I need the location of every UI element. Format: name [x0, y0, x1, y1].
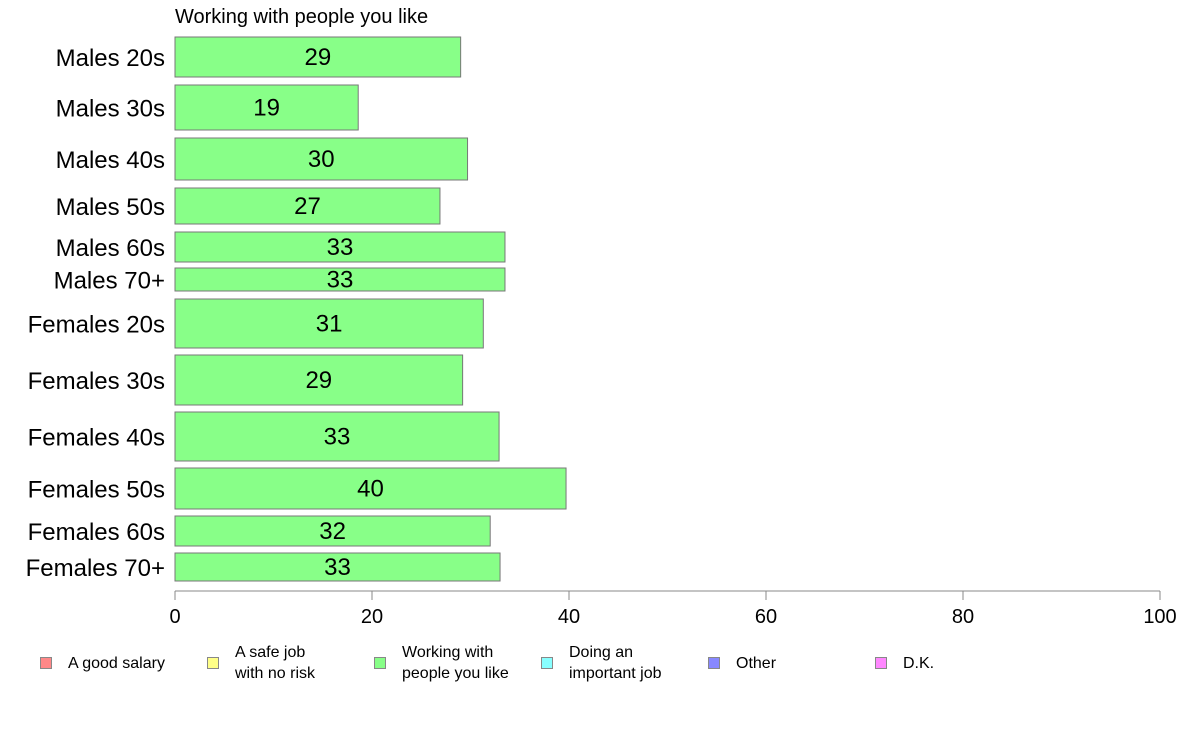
- category-label: Males 50s: [56, 194, 165, 221]
- legend-swatch: [374, 657, 386, 669]
- legend-item: A safe job with no risk: [207, 640, 315, 686]
- legend-label: A good salary: [68, 654, 165, 672]
- legend-swatch: [40, 657, 52, 669]
- legend-swatch: [541, 657, 553, 669]
- category-label: Females 30s: [28, 368, 165, 395]
- bar: [174, 231, 506, 263]
- x-tick-label: 80: [952, 606, 974, 628]
- x-tick-label: 40: [558, 606, 580, 628]
- category-label: Males 40s: [56, 147, 165, 174]
- bar-value-label: 27: [294, 193, 321, 220]
- bar: [174, 411, 500, 462]
- category-label: Females 50s: [28, 477, 165, 504]
- bar-value-label: 31: [316, 311, 343, 338]
- x-tick-label: 60: [755, 606, 777, 628]
- legend-label: A safe job with no risk: [235, 644, 316, 682]
- bar-value-label: 33: [327, 234, 354, 261]
- legend-label: Doing an important job: [569, 644, 662, 682]
- x-tick-label: 0: [169, 606, 180, 628]
- bar: [174, 354, 464, 406]
- legend-label: D.K.: [903, 654, 935, 672]
- bar-value-label: 32: [319, 518, 346, 545]
- x-tick-label: 100: [1143, 606, 1176, 628]
- x-tick-label: 20: [361, 606, 383, 628]
- bar: [174, 298, 484, 349]
- category-label: Females 20s: [28, 312, 165, 339]
- category-label: Males 30s: [56, 96, 165, 123]
- bar: [174, 36, 462, 78]
- bar: [174, 467, 567, 510]
- category-label: Females 40s: [28, 425, 165, 452]
- category-label: Males 20s: [56, 45, 165, 72]
- legend-swatch: [207, 657, 219, 669]
- bar-value-label: 30: [308, 146, 335, 173]
- bar-value-label: 29: [305, 367, 332, 394]
- bar-value-label: 19: [253, 95, 280, 122]
- legend-swatch: [708, 657, 720, 669]
- category-label: Females 70+: [26, 555, 165, 582]
- legend-item: Doing an important job: [541, 640, 662, 686]
- legend-swatch: [875, 657, 887, 669]
- bar-value-label: 33: [324, 554, 351, 581]
- bar-value-label: 33: [324, 424, 351, 451]
- legend: A good salary A safe job with no risk Work…: [0, 640, 1188, 700]
- bar-value-label: 29: [304, 44, 331, 71]
- category-label: Males 70+: [54, 268, 165, 295]
- category-label: Females 60s: [28, 519, 165, 546]
- legend-label: Other: [736, 654, 777, 672]
- category-label: Males 60s: [56, 235, 165, 262]
- legend-item: D.K.: [875, 640, 934, 686]
- bar: [174, 515, 491, 547]
- legend-item: Other: [708, 640, 776, 686]
- bar: [174, 137, 469, 181]
- bar-value-label: 33: [327, 267, 354, 294]
- chart-title: Working with people you like: [175, 6, 429, 28]
- bar-chart: 29 Males 20s 19 Males 30s 30 Males 40s 27 Males…: [26, 36, 1177, 628]
- legend-item: A good salary: [40, 640, 165, 686]
- bar: [174, 552, 501, 582]
- bar: [174, 84, 359, 131]
- bar: [174, 267, 506, 292]
- legend-label: Working with people you like: [402, 644, 509, 682]
- bar: [174, 187, 441, 225]
- bar-value-label: 40: [357, 476, 384, 503]
- legend-item: Working with people you like: [374, 640, 509, 686]
